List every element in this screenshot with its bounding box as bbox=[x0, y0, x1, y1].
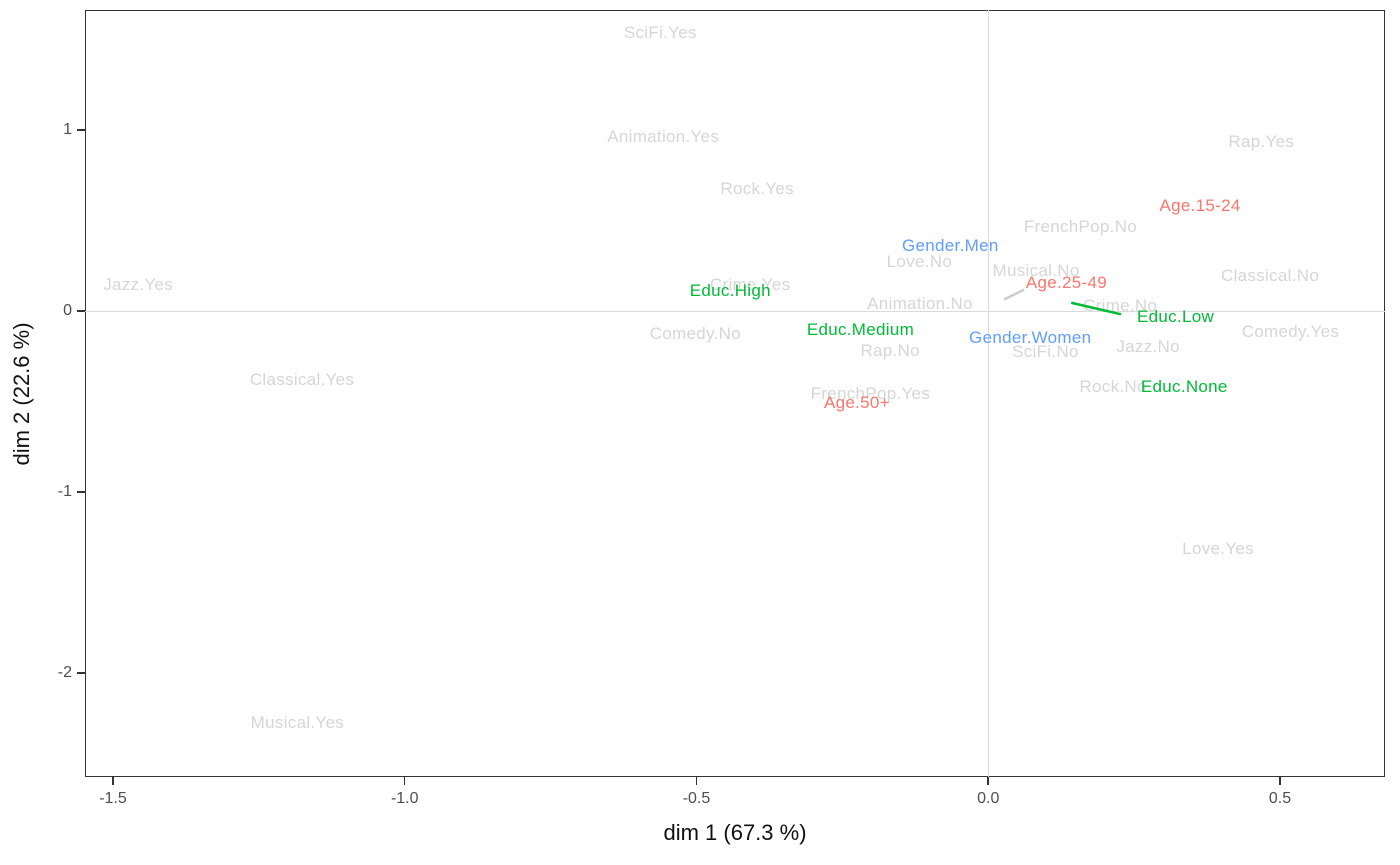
category-label-animation-yes: Animation.Yes bbox=[607, 127, 720, 147]
category-label-age-15-24: Age.15-24 bbox=[1159, 196, 1241, 215]
x-tick-label: -1.5 bbox=[99, 790, 127, 807]
zero-hline bbox=[85, 310, 1385, 312]
category-label-educ-none: Educ.None bbox=[1140, 376, 1228, 396]
category-label-scifi-yes: SciFi.Yes bbox=[623, 22, 697, 42]
x-tick-mark bbox=[695, 777, 698, 785]
y-tick-mark bbox=[77, 672, 85, 674]
category-label-musical-no: Musical.No bbox=[992, 260, 1080, 280]
x-axis-title: dim 1 (67.3 %) bbox=[663, 820, 807, 845]
category-label-scifi-no: SciFi.No bbox=[1012, 342, 1079, 362]
x-tick-label: -0.5 bbox=[682, 790, 711, 807]
category-label-classical-no: Classical.No bbox=[1221, 266, 1320, 286]
category-label-frenchpop-no: FrenchPop.No bbox=[1023, 216, 1138, 236]
category-label-educ-low: Educ.Low bbox=[1136, 306, 1215, 326]
y-tick-label: 0 bbox=[63, 301, 72, 319]
category-label-frenchpop-yes: FrenchPop.Yes bbox=[810, 384, 931, 404]
category-label-educ-high: Educ.High bbox=[689, 281, 771, 301]
y-tick-label: -1 bbox=[57, 482, 72, 500]
category-label-love-no: Love.No bbox=[886, 251, 953, 271]
category-label-jazz-no: Jazz.No bbox=[1116, 336, 1180, 356]
y-tick-label: 1 bbox=[63, 120, 72, 138]
zero-vline bbox=[988, 10, 990, 777]
category-label-rock-yes: Rock.Yes bbox=[720, 178, 794, 198]
x-tick-label: -1.0 bbox=[390, 790, 419, 807]
category-label-love-yes: Love.Yes bbox=[1182, 538, 1254, 558]
plot-panel bbox=[85, 10, 1385, 777]
category-label-jazz-yes: Jazz.Yes bbox=[103, 274, 173, 294]
category-label-gender-men: Gender.Men bbox=[902, 236, 999, 255]
category-label-classical-yes: Classical.Yes bbox=[249, 369, 355, 389]
category-label-rock-no: Rock.No bbox=[1079, 376, 1147, 396]
y-tick-mark bbox=[77, 491, 85, 493]
y-tick-mark bbox=[77, 310, 85, 312]
x-tick-mark bbox=[112, 777, 114, 785]
category-label-age-25-49: Age.25-49 bbox=[1025, 272, 1107, 292]
category-label-rap-yes: Rap.Yes bbox=[1228, 131, 1295, 151]
category-label-age-50-: Age.50+ bbox=[823, 392, 890, 412]
category-label-musical-yes: Musical.Yes bbox=[250, 712, 345, 732]
x-tick-mark bbox=[987, 777, 989, 785]
category-label-crime-yes: Crime.Yes bbox=[709, 274, 791, 294]
category-label-animation-no: Animation.No bbox=[867, 293, 973, 313]
y-axis-title: dim 2 (22.6 %) bbox=[9, 321, 34, 466]
category-label-gender-women: Gender.Women bbox=[969, 327, 1092, 347]
category-label-educ-medium: Educ.Medium bbox=[806, 319, 915, 339]
y-tick-mark bbox=[77, 129, 85, 131]
x-tick-mark bbox=[1279, 777, 1281, 785]
x-tick-label: 0.0 bbox=[977, 790, 1000, 807]
x-tick-mark bbox=[403, 777, 406, 785]
y-tick-label: -2 bbox=[57, 663, 72, 681]
category-label-comedy-no: Comedy.No bbox=[649, 323, 741, 343]
category-label-rap-no: Rap.No bbox=[860, 340, 920, 360]
x-tick-label: 0.5 bbox=[1268, 790, 1292, 807]
category-label-comedy-yes: Comedy.Yes bbox=[1241, 321, 1340, 341]
